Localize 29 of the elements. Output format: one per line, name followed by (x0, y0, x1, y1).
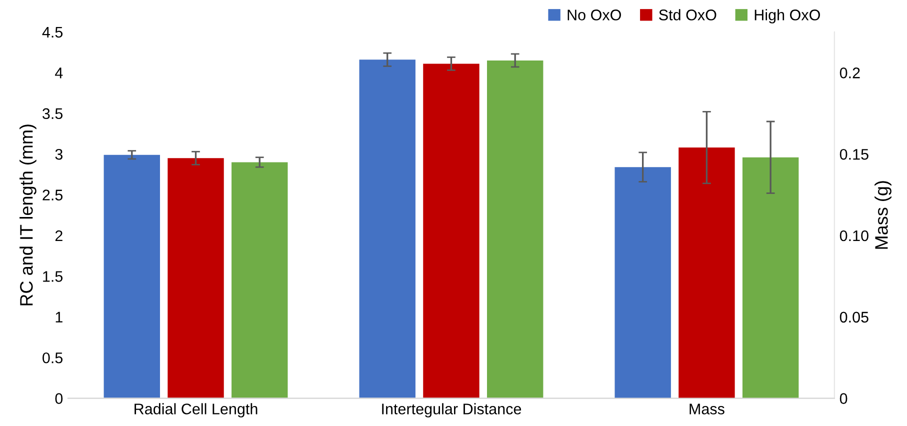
bar (359, 60, 416, 398)
y-tick-label: 0.5 (42, 352, 63, 364)
y-tick-label: 2.5 (42, 190, 63, 200)
y-tick-label: 1.5 (43, 271, 63, 282)
x-tick-label: Mass (690, 404, 724, 414)
y2-tick-label: 0.15 (840, 148, 868, 160)
legend-label: Std OxO (659, 9, 716, 20)
bar (168, 158, 224, 398)
bar (232, 162, 288, 398)
y-tick-label: 0 (55, 393, 63, 404)
y-tick-label: 4.5 (42, 26, 63, 38)
y2-tick-label: 0.10 (840, 230, 868, 242)
y-tick-label: 3 (55, 148, 62, 160)
y2-tick-label: 0.2 (840, 68, 860, 78)
bar (423, 64, 480, 398)
y2-tick-label: 0.05 (840, 312, 868, 323)
y2-tick-label: 0 (840, 393, 848, 404)
y-tick-label: 1 (56, 312, 62, 322)
legend-label: No OxO (568, 10, 621, 20)
y-tick-label: 2 (55, 230, 62, 242)
y2-axis-title: Mass (g) (874, 181, 892, 249)
legend-label: High OxO (754, 9, 820, 24)
x-tick-label: Intertegular Distance (382, 403, 522, 418)
y-tick-label: 3.5 (42, 108, 63, 120)
x-tick-label: Radial Cell Length (134, 403, 258, 418)
y-axis-title: RC and IT length (mm) (20, 124, 36, 306)
bar (487, 60, 544, 398)
bar (104, 154, 160, 398)
y-tick-label: 4 (55, 68, 63, 78)
